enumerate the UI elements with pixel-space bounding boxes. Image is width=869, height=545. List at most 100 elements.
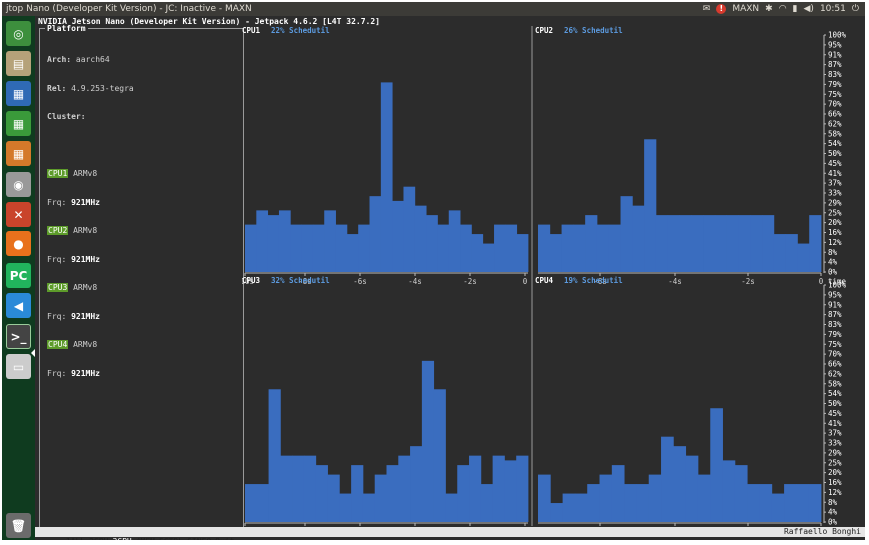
cpu4-y-tick-label: 37% xyxy=(828,429,842,438)
cpu2-y-tick-label: 25% xyxy=(828,208,842,217)
vscode-icon[interactable]: ◀ xyxy=(6,293,31,318)
cpu2-bar xyxy=(762,215,775,272)
cpu1-x-tick-label: -8s xyxy=(298,277,312,286)
wifi-icon[interactable]: ◠ xyxy=(778,4,787,14)
cpu2-x-tick-label: 0 xyxy=(819,277,824,286)
tab-4mem[interactable]: 4MEM xyxy=(134,537,157,540)
cpu4-bar xyxy=(796,484,810,522)
cpu2-y-tick-label: 4% xyxy=(828,258,838,267)
cpu2-y-tick-label: 58% xyxy=(828,129,842,138)
trash-icon[interactable]: 🗑 xyxy=(6,513,31,538)
cpu2-y-tick-label: 70% xyxy=(828,100,842,109)
cpu1-bar xyxy=(346,234,359,272)
device-header: NVIDIA Jetson Nano (Developer Kit Versio… xyxy=(38,17,380,26)
cpu1-bar xyxy=(358,224,370,272)
cpu4-y-tick-label: 66% xyxy=(828,360,842,369)
cpu1-x-tick-label: -10s xyxy=(242,277,254,286)
cpu4-bar xyxy=(747,484,760,522)
cpu1-bar xyxy=(312,224,325,272)
cpu2-bar xyxy=(785,234,798,272)
cpu1-bar xyxy=(516,234,529,272)
battery-icon[interactable]: ▮ xyxy=(792,4,798,14)
tab-3cpu[interactable]: 3CPU xyxy=(110,537,134,540)
cpu2-y-tick-label: 83% xyxy=(828,70,842,79)
cpu3-bar xyxy=(245,484,258,522)
volume-icon[interactable]: ◀) xyxy=(803,4,814,14)
tab-quit[interactable]: Quit xyxy=(213,537,236,540)
settings-icon[interactable]: ✕ xyxy=(6,202,31,227)
tab-5ctrl[interactable]: 5CTRL xyxy=(157,537,185,540)
files-icon[interactable]: ▤ xyxy=(6,51,31,76)
window-title: jtop Nano (Developer Kit Version) - JC: … xyxy=(6,4,252,14)
terminal-window[interactable]: NVIDIA Jetson Nano (Developer Kit Versio… xyxy=(35,16,865,540)
cpu4-y-tick-label: 45% xyxy=(828,409,842,418)
cpu2-bar xyxy=(714,215,728,272)
calc-icon[interactable]: ▦ xyxy=(6,111,31,136)
pycharm-icon[interactable]: PC xyxy=(6,263,31,288)
author-credit: Raffaello Bonghi xyxy=(783,527,861,536)
software-center-icon[interactable]: ◉ xyxy=(6,172,31,197)
cpu1-frq-label: Frq: xyxy=(47,197,67,207)
cpu1-bar xyxy=(505,224,518,272)
firefox-icon[interactable]: ● xyxy=(6,231,31,256)
cpu4-bar xyxy=(538,474,551,522)
bluetooth-icon[interactable]: ✱ xyxy=(765,4,773,14)
cpu4-y-tick-label: 95% xyxy=(828,290,842,299)
cpu4-bar xyxy=(611,465,625,522)
alert-icon[interactable]: ! xyxy=(716,4,727,14)
cpu3-bar xyxy=(433,389,446,522)
tab-2gpu[interactable]: 2GPU xyxy=(87,537,110,540)
cpu2-bar xyxy=(797,243,810,272)
cpu1-title: CPU1 xyxy=(242,26,261,35)
cpu1-bar xyxy=(290,224,302,272)
cpu4-y-tick-label: 12% xyxy=(828,488,842,497)
tab-6info[interactable]: 6INFO xyxy=(185,537,213,540)
cpu4-bar xyxy=(771,493,785,522)
cpu4-bar xyxy=(722,460,736,522)
cpu1-bar xyxy=(448,210,461,272)
cpu2-y-tick-label: 37% xyxy=(828,179,842,188)
cpu3-title: CPU3 xyxy=(242,276,261,285)
impress-icon[interactable]: ▦ xyxy=(6,141,31,166)
cpu2-y-tick-label: 29% xyxy=(828,198,842,207)
cpu1-chart xyxy=(244,82,529,276)
cpu3-bar xyxy=(256,484,269,522)
cpu2-bar xyxy=(538,224,551,272)
platform-panel: Platform Arch: aarch64 Rel: 4.9.253-tegr… xyxy=(39,24,244,534)
cpu4-bar xyxy=(759,484,773,522)
cpu3-bar xyxy=(386,465,399,522)
cpu4-y-tick-label: 29% xyxy=(828,448,842,457)
cpu2-y-tick-label: 8% xyxy=(828,248,838,257)
cpu1-bar xyxy=(335,224,348,272)
cpu4-bar xyxy=(710,408,723,522)
writer-icon[interactable]: ▦ xyxy=(6,81,31,106)
mail-icon[interactable]: ✉ xyxy=(702,4,711,14)
cpu4-y-tick-label: 62% xyxy=(828,369,842,378)
cpu1-bar xyxy=(494,224,506,272)
drive-icon[interactable]: ▭ xyxy=(6,354,31,379)
cpu2-y-tick-label: 54% xyxy=(828,139,842,148)
cpu2-bar xyxy=(561,224,574,272)
clock[interactable]: 10:51 xyxy=(819,4,846,14)
cpu2-y-tick-label: 100% xyxy=(828,31,847,40)
active-indicator xyxy=(31,349,35,357)
cpu2-bar xyxy=(644,139,657,272)
cpu4-bar xyxy=(550,503,563,522)
cpu4-title: CPU4 xyxy=(535,276,554,285)
tab-1all[interactable]: 1ALL xyxy=(64,537,87,540)
cpu4-bar xyxy=(648,474,662,522)
cpu2-x-tick-label: -4s xyxy=(668,277,682,286)
power-mode-label[interactable]: MAXN xyxy=(732,4,760,14)
cpu2-bar xyxy=(573,224,586,272)
cpu4-bar xyxy=(808,484,822,522)
cpu3-bar xyxy=(469,455,482,522)
ubuntu-logo-icon[interactable]: ◎ xyxy=(6,21,31,46)
cpu3-bar xyxy=(303,455,317,522)
cpu1-bar xyxy=(278,210,291,272)
cpu3-bar xyxy=(339,493,352,522)
power-icon[interactable]: ⏻ xyxy=(851,4,859,14)
cpu3-bar xyxy=(410,446,423,522)
cpu2-y-tick-label: 12% xyxy=(828,238,842,247)
terminal-icon[interactable]: >_ xyxy=(6,324,31,349)
cpu4-y-tick-label: 8% xyxy=(828,498,838,507)
